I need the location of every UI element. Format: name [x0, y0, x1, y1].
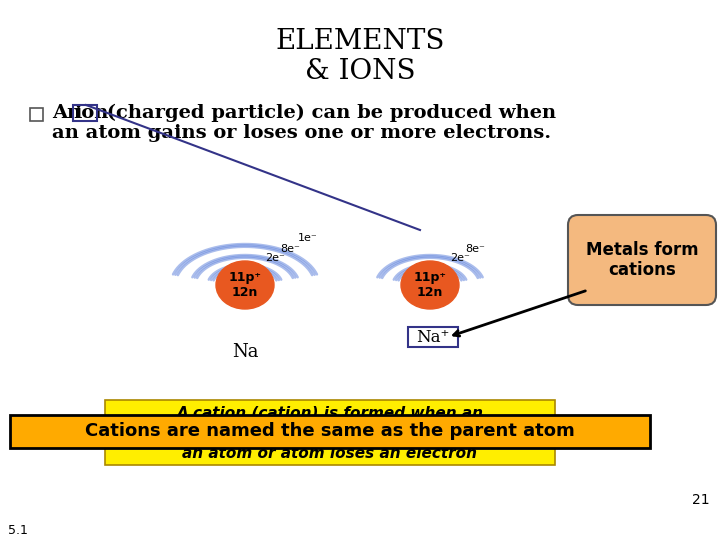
Text: A cation (cation) is formed when an: A cation (cation) is formed when an: [176, 406, 484, 421]
FancyBboxPatch shape: [408, 327, 458, 347]
Text: Metals form
cations: Metals form cations: [585, 241, 698, 279]
Ellipse shape: [401, 261, 459, 309]
Text: Na: Na: [232, 343, 258, 361]
Text: 8e⁻: 8e⁻: [280, 244, 300, 254]
FancyBboxPatch shape: [10, 415, 650, 448]
Text: 2e⁻: 2e⁻: [451, 253, 470, 263]
Text: Na⁺: Na⁺: [416, 328, 450, 346]
Text: An: An: [52, 104, 88, 122]
Text: & IONS: & IONS: [305, 58, 415, 85]
Text: 1e⁻: 1e⁻: [297, 233, 318, 243]
Text: 8e⁻: 8e⁻: [465, 244, 485, 254]
Text: 21: 21: [693, 493, 710, 507]
Text: an atom or atom loses an electron: an atom or atom loses an electron: [182, 446, 477, 461]
FancyBboxPatch shape: [30, 108, 43, 121]
FancyBboxPatch shape: [568, 215, 716, 305]
Text: 5.1: 5.1: [8, 523, 28, 537]
Text: ion: ion: [74, 104, 109, 122]
Text: ELEMENTS: ELEMENTS: [275, 28, 445, 55]
Text: 11p⁺
12n: 11p⁺ 12n: [228, 271, 261, 300]
FancyBboxPatch shape: [105, 441, 555, 465]
Text: 11p⁺
12n: 11p⁺ 12n: [413, 271, 446, 300]
Text: Cations are named the same as the parent atom: Cations are named the same as the parent…: [85, 422, 575, 441]
Text: 2e⁻: 2e⁻: [266, 253, 285, 263]
Text: (charged particle) can be produced when: (charged particle) can be produced when: [100, 104, 556, 122]
Text: an atom gains or loses one or more electrons.: an atom gains or loses one or more elect…: [52, 124, 551, 142]
Ellipse shape: [216, 261, 274, 309]
FancyBboxPatch shape: [105, 400, 555, 426]
